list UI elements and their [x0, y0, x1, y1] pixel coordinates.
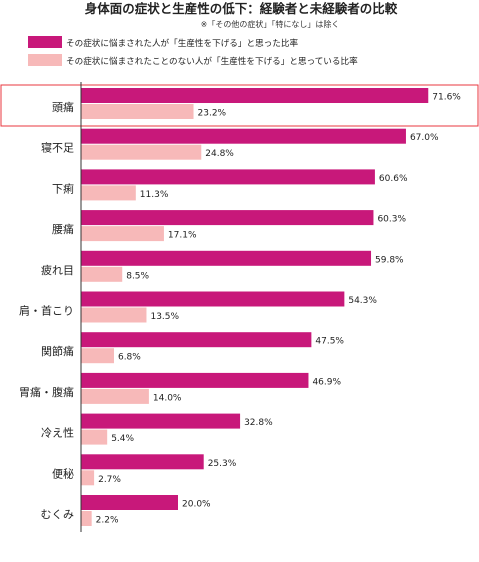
data-label: 11.3% [140, 190, 169, 200]
legend-swatch-series-2 [28, 54, 62, 66]
bar-series-2 [81, 226, 164, 242]
data-label: 59.8% [375, 255, 404, 265]
plot-area: 頭痛 71.6% 23.2% 寝不足 67.0% 24.8% 下痢 60.6% 11.3% 腰痛 6… [0, 82, 479, 532]
bar-series-2 [81, 104, 194, 119]
category-label: 便秘 [52, 466, 74, 480]
category-label: 寝不足 [41, 141, 74, 155]
data-label: 67.0% [410, 133, 439, 143]
highlight-frame [0, 84, 479, 127]
data-label: 23.2% [198, 109, 227, 119]
bar-series-2 [81, 348, 114, 364]
bar-series-1 [81, 332, 312, 348]
data-label: 46.9% [312, 377, 341, 387]
category-label: 関節痛 [41, 344, 74, 358]
category-label: 疲れ目 [41, 263, 74, 277]
category-label: 下痢 [52, 181, 74, 195]
data-label: 54.3% [348, 296, 377, 306]
bar-series-2 [81, 511, 92, 526]
data-label: 8.5% [126, 271, 149, 281]
bar-series-2 [81, 388, 149, 404]
bar-series-2 [81, 470, 95, 486]
category-label: 腰痛 [52, 222, 74, 236]
data-label: 17.1% [168, 231, 197, 241]
data-label: 60.3% [377, 215, 406, 225]
data-label: 2.7% [98, 475, 121, 485]
legend: その症状に悩まされた人が「生産性を下げる」と思った比率 その症状に悩まされたこと… [28, 36, 358, 67]
bar-series-1 [81, 372, 309, 388]
bar-series-1 [81, 495, 178, 510]
bar-series-2 [81, 266, 123, 282]
chart-subtitle: ※「その他の症状」「特になし」は除く [201, 19, 340, 29]
data-label: 2.2% [96, 516, 119, 526]
bar-series-1 [81, 128, 406, 144]
data-label: 20.0% [182, 500, 211, 510]
data-label: 6.8% [118, 353, 141, 363]
category-label: 頭痛 [52, 100, 74, 114]
data-label: 32.8% [244, 418, 273, 428]
data-label: 47.5% [315, 337, 344, 347]
bar-series-1 [81, 169, 375, 185]
data-label: 24.8% [205, 149, 234, 159]
bar-series-1 [81, 210, 374, 226]
bar-series-2 [81, 185, 136, 201]
data-label: 60.6% [379, 174, 408, 184]
chart-title: 身体面の症状と生産性の低下：経験者と未経験者の比較 [85, 1, 398, 16]
category-label: 肩・首こり [19, 304, 74, 318]
bar-series-1 [81, 413, 241, 429]
bar-series-1 [81, 291, 345, 307]
bar-series-1 [81, 250, 372, 266]
bar-series-2 [81, 144, 202, 160]
data-label: 13.5% [150, 312, 179, 322]
bar-series-1 [81, 454, 204, 470]
data-label: 14.0% [153, 393, 182, 403]
data-label: 25.3% [208, 459, 237, 469]
data-label: 71.6% [432, 93, 461, 103]
legend-swatch-series-1 [28, 36, 62, 48]
bar-series-2 [81, 429, 108, 445]
bar-series-1 [81, 88, 429, 103]
legend-label-series-2: その症状に悩まされたことのない人が「生産性を下げる」と思っている比率 [66, 55, 358, 67]
legend-label-series-1: その症状に悩まされた人が「生産性を下げる」と思った比率 [66, 37, 298, 49]
data-label: 5.4% [111, 434, 134, 444]
bar-series-2 [81, 307, 147, 323]
category-label: 胃痛・腹痛 [19, 385, 74, 399]
category-label: 冷え性 [41, 426, 74, 440]
category-label: むくみ [41, 508, 74, 521]
